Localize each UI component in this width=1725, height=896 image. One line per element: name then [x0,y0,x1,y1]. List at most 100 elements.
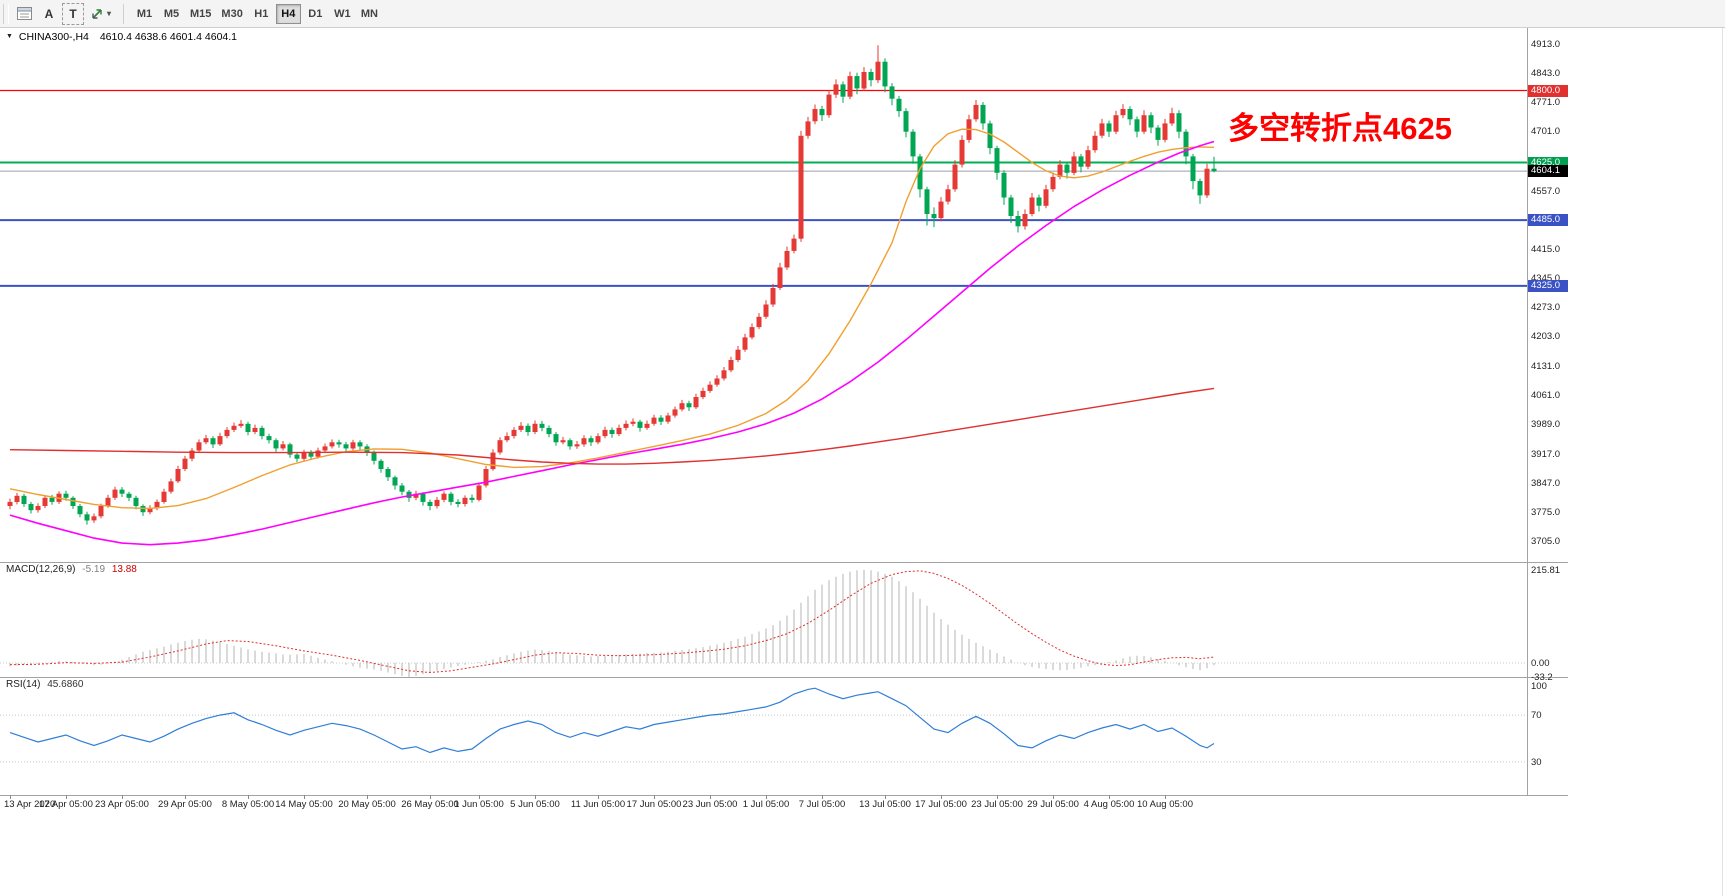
timeframe-m15-button[interactable]: M15 [186,4,215,24]
candles [7,45,1217,525]
font-tool-label: A [44,6,54,21]
time-axis-tick [766,795,767,799]
timeframe-m30-button[interactable]: M30 [217,4,246,24]
price-axis-tick: 4061.0 [1531,389,1561,401]
time-axis-tick [710,795,711,799]
time-axis-label: 1 Jul 05:00 [742,799,790,810]
time-axis-tick [822,795,823,799]
price-axis-tick: 3775.0 [1531,507,1561,519]
macd-signal-value: 13.88 [111,564,137,575]
timeframe-d1-button[interactable]: D1 [303,4,328,24]
macd-histogram [9,569,1215,678]
macd-main-value: -5.19 [82,564,106,575]
time-axis-label: 11 Jun 05:00 [570,799,626,810]
time-axis-label: 20 May 05:00 [338,799,396,810]
macd-signal-line [9,570,1215,674]
time-axis-tick [654,795,655,799]
price-axis-tick: 3847.0 [1531,477,1561,489]
horizontal-level-lines [0,89,1527,287]
macd-axis-tick: -33.2 [1531,672,1553,684]
time-axis-label: 7 Jul 05:00 [798,799,846,810]
timeframe-mn-button[interactable]: MN [357,4,382,24]
timeframe-m1-button[interactable]: M1 [132,4,157,24]
time-axis-tick [430,795,431,799]
chart-window-button[interactable] [13,3,36,25]
time-axis-label: 23 Jul 05:00 [971,799,1023,810]
time-axis-label: 26 May 05:00 [401,799,459,810]
collapse-triangle-icon[interactable]: ▼ [6,33,13,40]
time-axis-tick [941,795,942,799]
timeframe-h1-button[interactable]: H1 [249,4,274,24]
macd-pane-splitter[interactable] [0,562,1568,563]
price-axis-tick: 4913.0 [1531,39,1561,51]
timeframe-m5-button[interactable]: M5 [159,4,184,24]
time-axis-label: 8 May 05:00 [221,799,275,810]
chart-ohlc-values: 4610.4 4638.6 4601.4 4604.1 [99,31,238,43]
chart-header: ▼ CHINA300-,H4 4610.4 4638.6 4601.4 4604… [6,31,237,43]
macd-axis-tick: 215.81 [1531,564,1561,576]
rsi-name: RSI(14) [6,679,41,690]
price-axis-tick: 3917.0 [1531,448,1561,460]
price-axis-tick: 4701.0 [1531,126,1561,138]
time-axis-tick [1053,795,1054,799]
time-axis-tick [66,795,67,799]
price-axis-tick: 4843.0 [1531,67,1561,79]
macd-name: MACD(12,26,9) [6,564,76,575]
time-axis-label: 29 Apr 05:00 [158,799,212,810]
price-axis-tick: 4273.0 [1531,302,1561,314]
time-axis-tick [122,795,123,799]
cursor-arrows-icon [92,8,102,19]
price-axis-tick: 4203.0 [1531,331,1561,343]
rsi-axis-tick: 100 [1531,681,1547,692]
price-axis-tick: 4345.0 [1531,272,1561,284]
price-level-tag: 4485.0 [1528,214,1568,227]
window-right-edge [1722,28,1723,896]
time-axis-label: 10 Aug 05:00 [1137,799,1193,810]
time-axis-label: 5 Jun 05:00 [510,799,560,810]
rsi-pane-splitter[interactable] [0,677,1568,678]
time-axis-label: 4 Aug 05:00 [1083,799,1135,810]
toolbar-drag-handle[interactable] [3,3,9,24]
chart-symbol-period: CHINA300-,H4 [18,31,89,43]
chart-toolbar: A T ▾ M1 M5 M15 M30 H1 H4 D1 W1 MN [0,0,1725,28]
timeframe-w1-button[interactable]: W1 [330,4,355,24]
text-tool-button[interactable]: T [62,2,84,25]
time-axis-label: 14 May 05:00 [275,799,333,810]
ma-fast-line [9,128,1215,510]
annotation-text: 多空转折点4625 [1228,111,1452,146]
time-axis-tick [535,795,536,799]
time-axis-tick [479,795,480,799]
time-axis-label: 17 Apr 05:00 [39,799,93,810]
price-level-tag: 4800.0 [1528,84,1568,97]
time-axis-label: 29 Jul 05:00 [1027,799,1079,810]
time-axis-tick [1109,795,1110,799]
price-axis-tick: 4131.0 [1531,360,1561,372]
ma-slow-line [9,387,1215,465]
rsi-line [9,687,1215,754]
rsi-label: RSI(14) 45.6860 [6,679,83,690]
ma-mid-line [9,140,1215,546]
time-axis-tick [1165,795,1166,799]
macd-axis-tick: 0.00 [1531,658,1550,669]
time-axis-tick [598,795,599,799]
time-axis-tick [367,795,368,799]
price-axis-tick: 3989.0 [1531,419,1561,431]
price-axis-tick: 3705.0 [1531,536,1561,548]
time-axis-label: 13 Jul 05:00 [859,799,911,810]
font-tool-button[interactable]: A [38,3,60,25]
time-axis-tick [997,795,998,799]
toolbar-separator [123,3,125,24]
text-tool-label: T [69,6,77,21]
timeframe-h4-button[interactable]: H4 [275,3,301,24]
time-axis-tick [185,795,186,799]
rsi-axis-tick: 70 [1531,710,1542,722]
cursor-mode-button[interactable]: ▾ [86,3,115,25]
time-axis-line [0,795,1568,796]
rsi-axis-tick: 30 [1531,756,1542,768]
dropdown-caret-icon: ▾ [107,9,112,18]
price-axis-tick: 4415.0 [1531,243,1561,255]
time-axis-label: 23 Jun 05:00 [682,799,738,810]
price-axis-tick: 4557.0 [1531,185,1561,197]
time-axis-label: 23 Apr 05:00 [95,799,149,810]
